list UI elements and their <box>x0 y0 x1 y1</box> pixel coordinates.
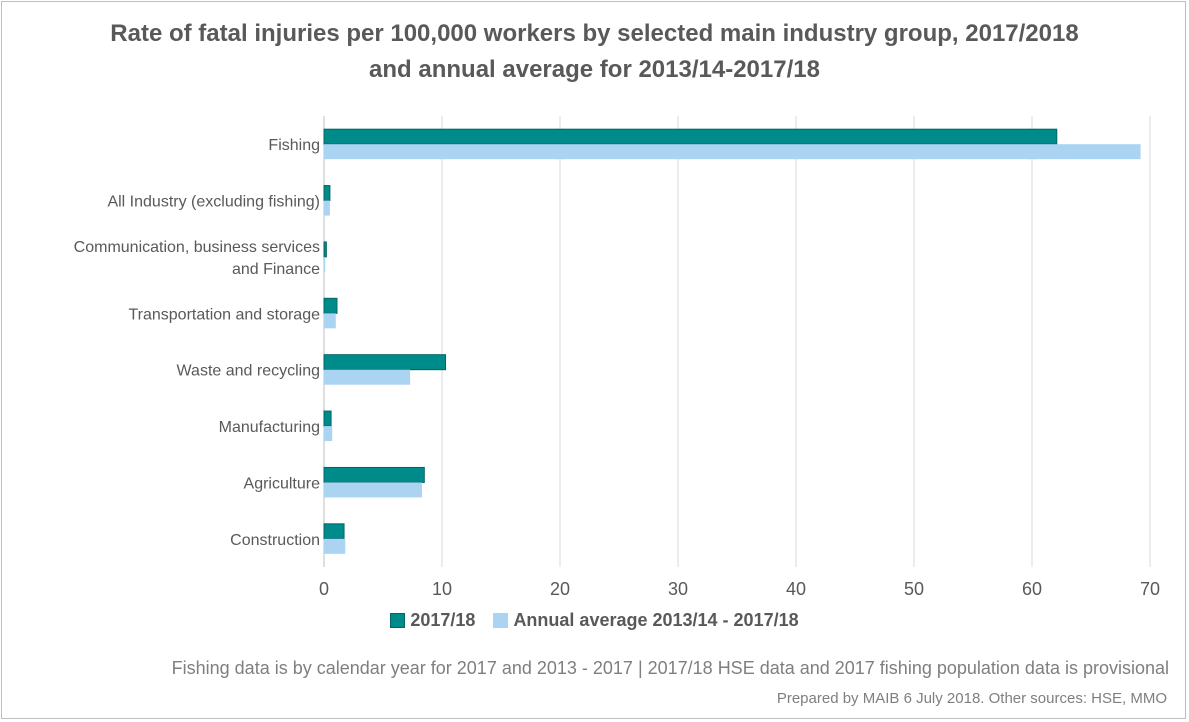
category-label: Agriculture <box>244 475 321 492</box>
bar-annual-average <box>324 369 411 385</box>
bar-2017-18 <box>323 523 345 540</box>
bar-annual-average <box>324 144 1141 160</box>
category-label: Waste and recycling <box>177 363 320 380</box>
bar-2017-18 <box>323 297 338 314</box>
category-label: Construction <box>230 532 320 549</box>
legend-label-annual-average: Annual average 2013/14 - 2017/18 <box>513 610 799 630</box>
chart-title: Rate of fatal injuries per 100,000 worke… <box>110 20 1079 47</box>
x-tick-label: 30 <box>668 579 688 599</box>
x-tick-label: 10 <box>432 579 452 599</box>
bar-2017-18 <box>323 128 1058 145</box>
x-tick-label: 20 <box>550 579 570 599</box>
legend-swatch-2017-18 <box>390 613 406 628</box>
category-label: All Industry (excluding fishing) <box>107 194 320 211</box>
category-label: and Finance <box>232 261 320 278</box>
category-label: Communication, business services <box>74 239 320 256</box>
legend-item-2017-18: 2017/18 <box>390 610 475 631</box>
footnote-prepared-by: Prepared by MAIB 6 July 2018. Other sour… <box>776 690 1167 707</box>
legend-label-2017-18: 2017/18 <box>410 610 476 630</box>
category-label: Manufacturing <box>219 419 320 436</box>
x-tick-label: 50 <box>904 579 924 599</box>
bar-2017-18 <box>323 354 447 371</box>
x-tick-label: 70 <box>1140 579 1160 599</box>
category-label: Transportation and storage <box>128 306 320 323</box>
bar-annual-average <box>324 256 326 272</box>
bar-2017-18 <box>323 466 425 483</box>
x-tick-label: 60 <box>1022 579 1042 599</box>
x-tick-label: 40 <box>786 579 806 599</box>
bar-annual-average <box>324 313 336 329</box>
bar-chart: 0 10 20 30 40 50 60 70 Fishing All Industry (excl… <box>74 116 1160 599</box>
bar-annual-average <box>324 200 330 216</box>
bar-2017-18 <box>323 241 327 258</box>
x-tick-label: 0 <box>319 579 329 599</box>
footnote-data-source: Fishing data is by calendar year for 201… <box>171 658 1169 678</box>
chart-title-line-2: and annual average for 2013/14-2017/18 <box>369 56 820 83</box>
legend-swatch-annual-average <box>493 613 509 628</box>
bar-2017-18 <box>323 185 331 202</box>
bar-2017-18 <box>323 410 332 427</box>
legend-item-annual-average: Annual average 2013/14 - 2017/18 <box>493 610 799 631</box>
legend: 2017/18 Annual average 2013/14 - 2017/18 <box>0 610 1189 631</box>
bar-annual-average <box>324 426 333 442</box>
bar-annual-average <box>324 538 346 554</box>
category-label: Fishing <box>268 137 320 154</box>
bar-annual-average <box>324 482 422 498</box>
